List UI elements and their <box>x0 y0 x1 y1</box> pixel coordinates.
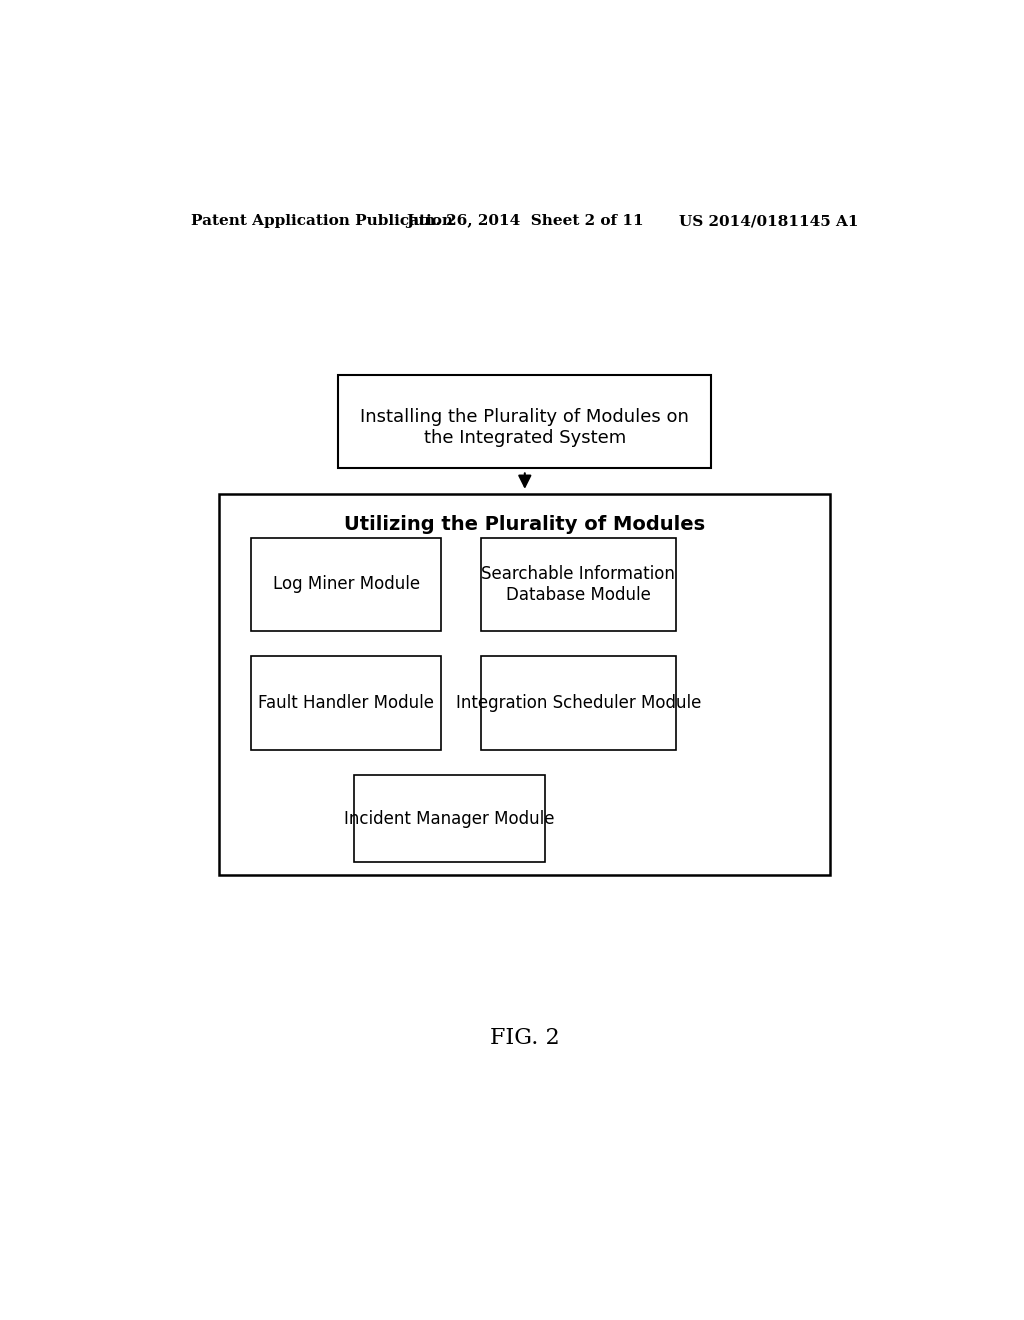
Text: US 2014/0181145 A1: US 2014/0181145 A1 <box>679 214 858 228</box>
Text: FIG. 2: FIG. 2 <box>490 1027 559 1048</box>
FancyBboxPatch shape <box>481 537 676 631</box>
FancyBboxPatch shape <box>251 656 441 750</box>
Text: Incident Manager Module: Incident Manager Module <box>344 809 555 828</box>
FancyBboxPatch shape <box>219 494 830 875</box>
Text: Searchable Information
Database Module: Searchable Information Database Module <box>481 565 675 603</box>
FancyBboxPatch shape <box>251 537 441 631</box>
FancyBboxPatch shape <box>354 775 545 862</box>
Text: Log Miner Module: Log Miner Module <box>272 576 420 593</box>
FancyBboxPatch shape <box>481 656 676 750</box>
Text: Installing the Plurality of Modules on
the Integrated System: Installing the Plurality of Modules on t… <box>360 408 689 447</box>
Text: Fault Handler Module: Fault Handler Module <box>258 694 434 713</box>
Text: Jun. 26, 2014  Sheet 2 of 11: Jun. 26, 2014 Sheet 2 of 11 <box>406 214 644 228</box>
Text: Utilizing the Plurality of Modules: Utilizing the Plurality of Modules <box>344 515 706 533</box>
Text: Integration Scheduler Module: Integration Scheduler Module <box>456 694 701 713</box>
Text: Patent Application Publication: Patent Application Publication <box>191 214 454 228</box>
FancyBboxPatch shape <box>338 375 712 469</box>
